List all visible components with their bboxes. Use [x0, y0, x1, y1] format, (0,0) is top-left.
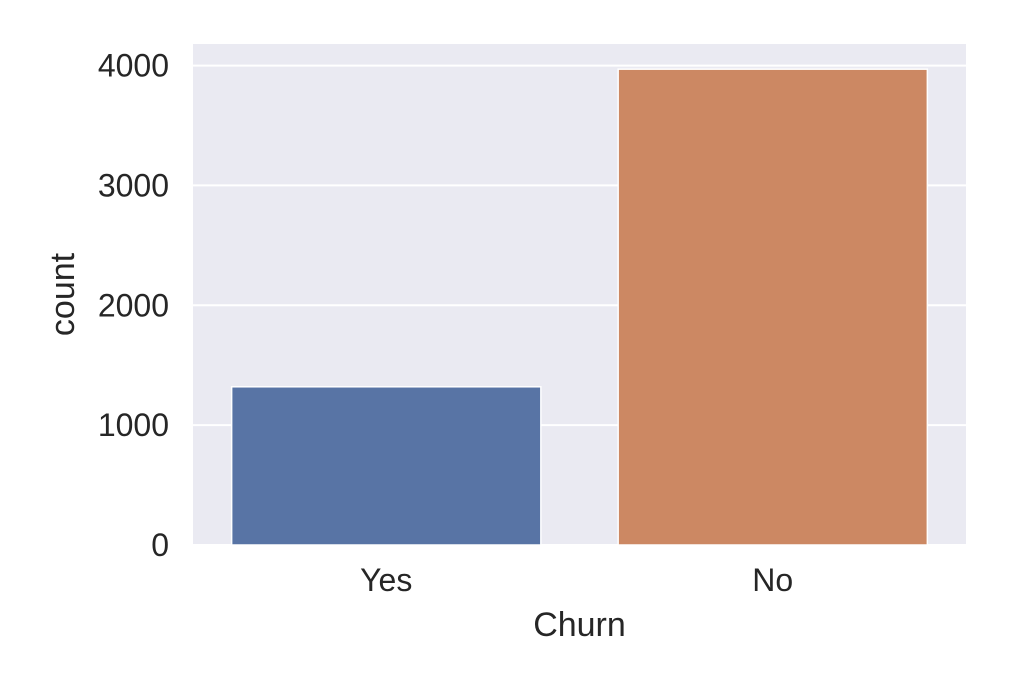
bar-no: [617, 68, 929, 546]
y-tick-label: 2000: [98, 287, 169, 323]
y-tick-label: 3000: [98, 167, 169, 203]
bar-yes: [230, 386, 542, 546]
y-tick-labels: 0 1000 2000 3000 4000: [98, 48, 169, 563]
y-axis-label: count: [44, 252, 82, 336]
x-tick-label: Yes: [360, 562, 412, 598]
y-tick-label: 0: [151, 527, 169, 563]
bars: [230, 68, 929, 546]
x-tick-label: No: [752, 562, 793, 598]
x-axis-label: Churn: [533, 606, 626, 644]
x-tick-labels: Yes No: [360, 562, 793, 598]
y-tick-label: 1000: [98, 407, 169, 443]
y-tick-label: 4000: [98, 48, 169, 84]
